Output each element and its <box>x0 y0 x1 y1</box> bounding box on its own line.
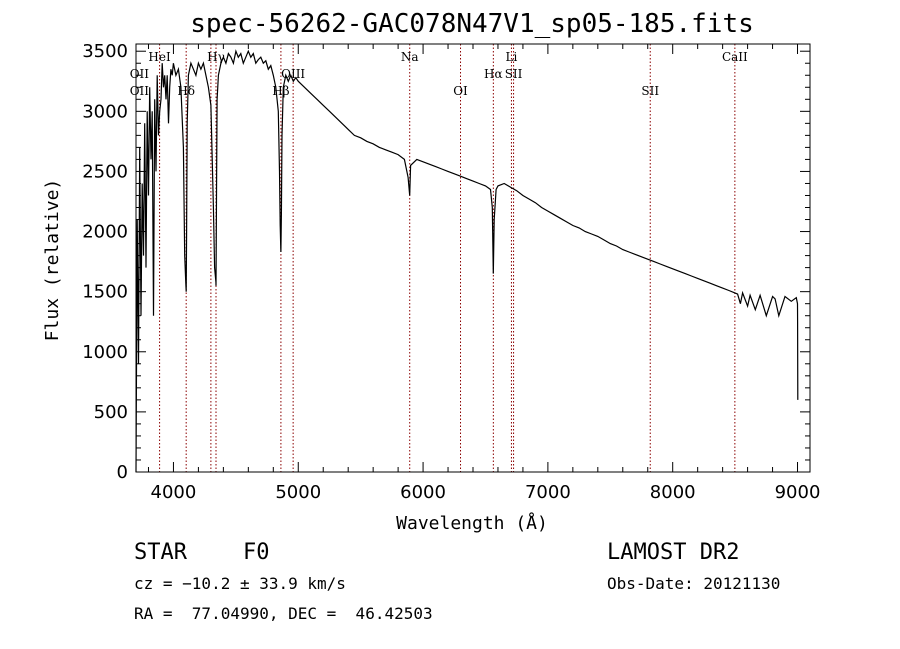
spectral-line-label: Hδ <box>177 84 195 98</box>
spectral-line-label: Na <box>401 50 419 64</box>
y-tick-label: 2500 <box>82 161 128 182</box>
x-axis: 4000 5000 6000 7000 8000 9000 <box>147 44 821 503</box>
spectral-line-label: HeI <box>148 50 171 64</box>
x-tick-label: 7000 <box>525 482 571 503</box>
y-tick-label: 1500 <box>82 282 128 303</box>
spectrum-line <box>135 49 799 473</box>
spectral-line-label: OII <box>130 84 150 98</box>
x-axis-label: Wavelength (Å) <box>396 512 548 534</box>
y-tick-label: 1000 <box>82 342 128 363</box>
observation-date: Obs-Date: 20121130 <box>607 574 781 593</box>
y-tick-label: 500 <box>94 402 128 423</box>
object-type: STAR <box>134 540 187 565</box>
redshift-velocity: cz = −10.2 ± 33.9 km/s <box>134 574 346 593</box>
spectral-line-label: OII <box>130 67 150 81</box>
spectral-line-label: SII <box>641 84 659 98</box>
y-tick-label: 3000 <box>82 101 128 122</box>
spectral-line-label: Li <box>506 50 518 64</box>
spectral-line-label: Hβ <box>272 84 289 98</box>
x-tick-label: 6000 <box>400 482 446 503</box>
spectral-line-label: Hα <box>484 67 503 81</box>
chart-title: spec-56262-GAC078N47V1_sp05-185.fits <box>190 9 754 39</box>
y-tick-label: 0 <box>117 462 128 483</box>
spectral-subclass: F0 <box>243 540 270 565</box>
survey-name: LAMOST DR2 <box>607 540 740 565</box>
x-tick-label: 4000 <box>151 482 197 503</box>
y-axis: 0 500 1000 1500 2000 2500 3000 3500 <box>82 41 810 483</box>
x-tick-label: 8000 <box>650 482 696 503</box>
y-axis-label: Flux (relative) <box>42 179 63 342</box>
plot-frame <box>135 43 811 473</box>
x-tick-label: 5000 <box>275 482 321 503</box>
spectral-line-markers <box>159 44 736 472</box>
y-tick-label: 2000 <box>82 222 128 243</box>
sky-coordinates: RA = 77.04990, DEC = 46.42503 <box>134 604 433 623</box>
x-tick-label: 9000 <box>775 482 821 503</box>
spectral-line-label: SII <box>505 67 523 81</box>
spectral-line-label: CaII <box>722 50 748 64</box>
y-tick-label: 3500 <box>82 41 128 62</box>
spectral-line-label: OI <box>453 84 468 98</box>
spectral-line-label: Hγ <box>207 50 225 64</box>
